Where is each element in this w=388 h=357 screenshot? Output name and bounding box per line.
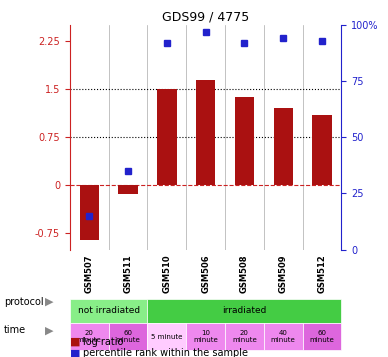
Text: ▶: ▶ (45, 297, 54, 307)
Text: protocol: protocol (4, 297, 43, 307)
Bar (274, 109, 293, 185)
Title: GDS99 / 4775: GDS99 / 4775 (162, 11, 249, 24)
Text: 40
minute: 40 minute (271, 330, 296, 343)
Bar (118, 185, 138, 194)
Text: not irradiated: not irradiated (78, 306, 140, 316)
Text: GSM511: GSM511 (123, 255, 133, 293)
Text: ▶: ▶ (45, 325, 54, 335)
Bar (157, 89, 177, 185)
Text: 5 minute: 5 minute (151, 333, 182, 340)
Text: irradiated: irradiated (222, 306, 267, 316)
Bar (196, 80, 215, 185)
Bar (70, 299, 147, 323)
Bar (312, 115, 332, 185)
Text: time: time (4, 325, 26, 335)
Text: GSM506: GSM506 (201, 255, 210, 293)
Text: GSM508: GSM508 (240, 255, 249, 293)
Bar (303, 323, 341, 350)
Text: percentile rank within the sample: percentile rank within the sample (83, 348, 248, 357)
Text: 60
minute: 60 minute (310, 330, 334, 343)
Bar (235, 97, 254, 185)
Bar (186, 323, 225, 350)
Text: ■: ■ (70, 348, 80, 357)
Text: GSM507: GSM507 (85, 255, 94, 293)
Bar (109, 323, 147, 350)
Text: 20
minute: 20 minute (77, 330, 102, 343)
Bar (147, 323, 186, 350)
Bar (147, 299, 341, 323)
Text: 10
minute: 10 minute (193, 330, 218, 343)
Bar (264, 323, 303, 350)
Bar (70, 323, 109, 350)
Bar (80, 185, 99, 240)
Text: GSM509: GSM509 (279, 255, 288, 293)
Text: 20
minute: 20 minute (232, 330, 257, 343)
Text: GSM512: GSM512 (317, 255, 327, 293)
Text: log ratio: log ratio (83, 337, 124, 347)
Bar (225, 323, 264, 350)
Text: 60
minute: 60 minute (116, 330, 140, 343)
Text: ■: ■ (70, 337, 80, 347)
Text: GSM510: GSM510 (162, 255, 171, 293)
